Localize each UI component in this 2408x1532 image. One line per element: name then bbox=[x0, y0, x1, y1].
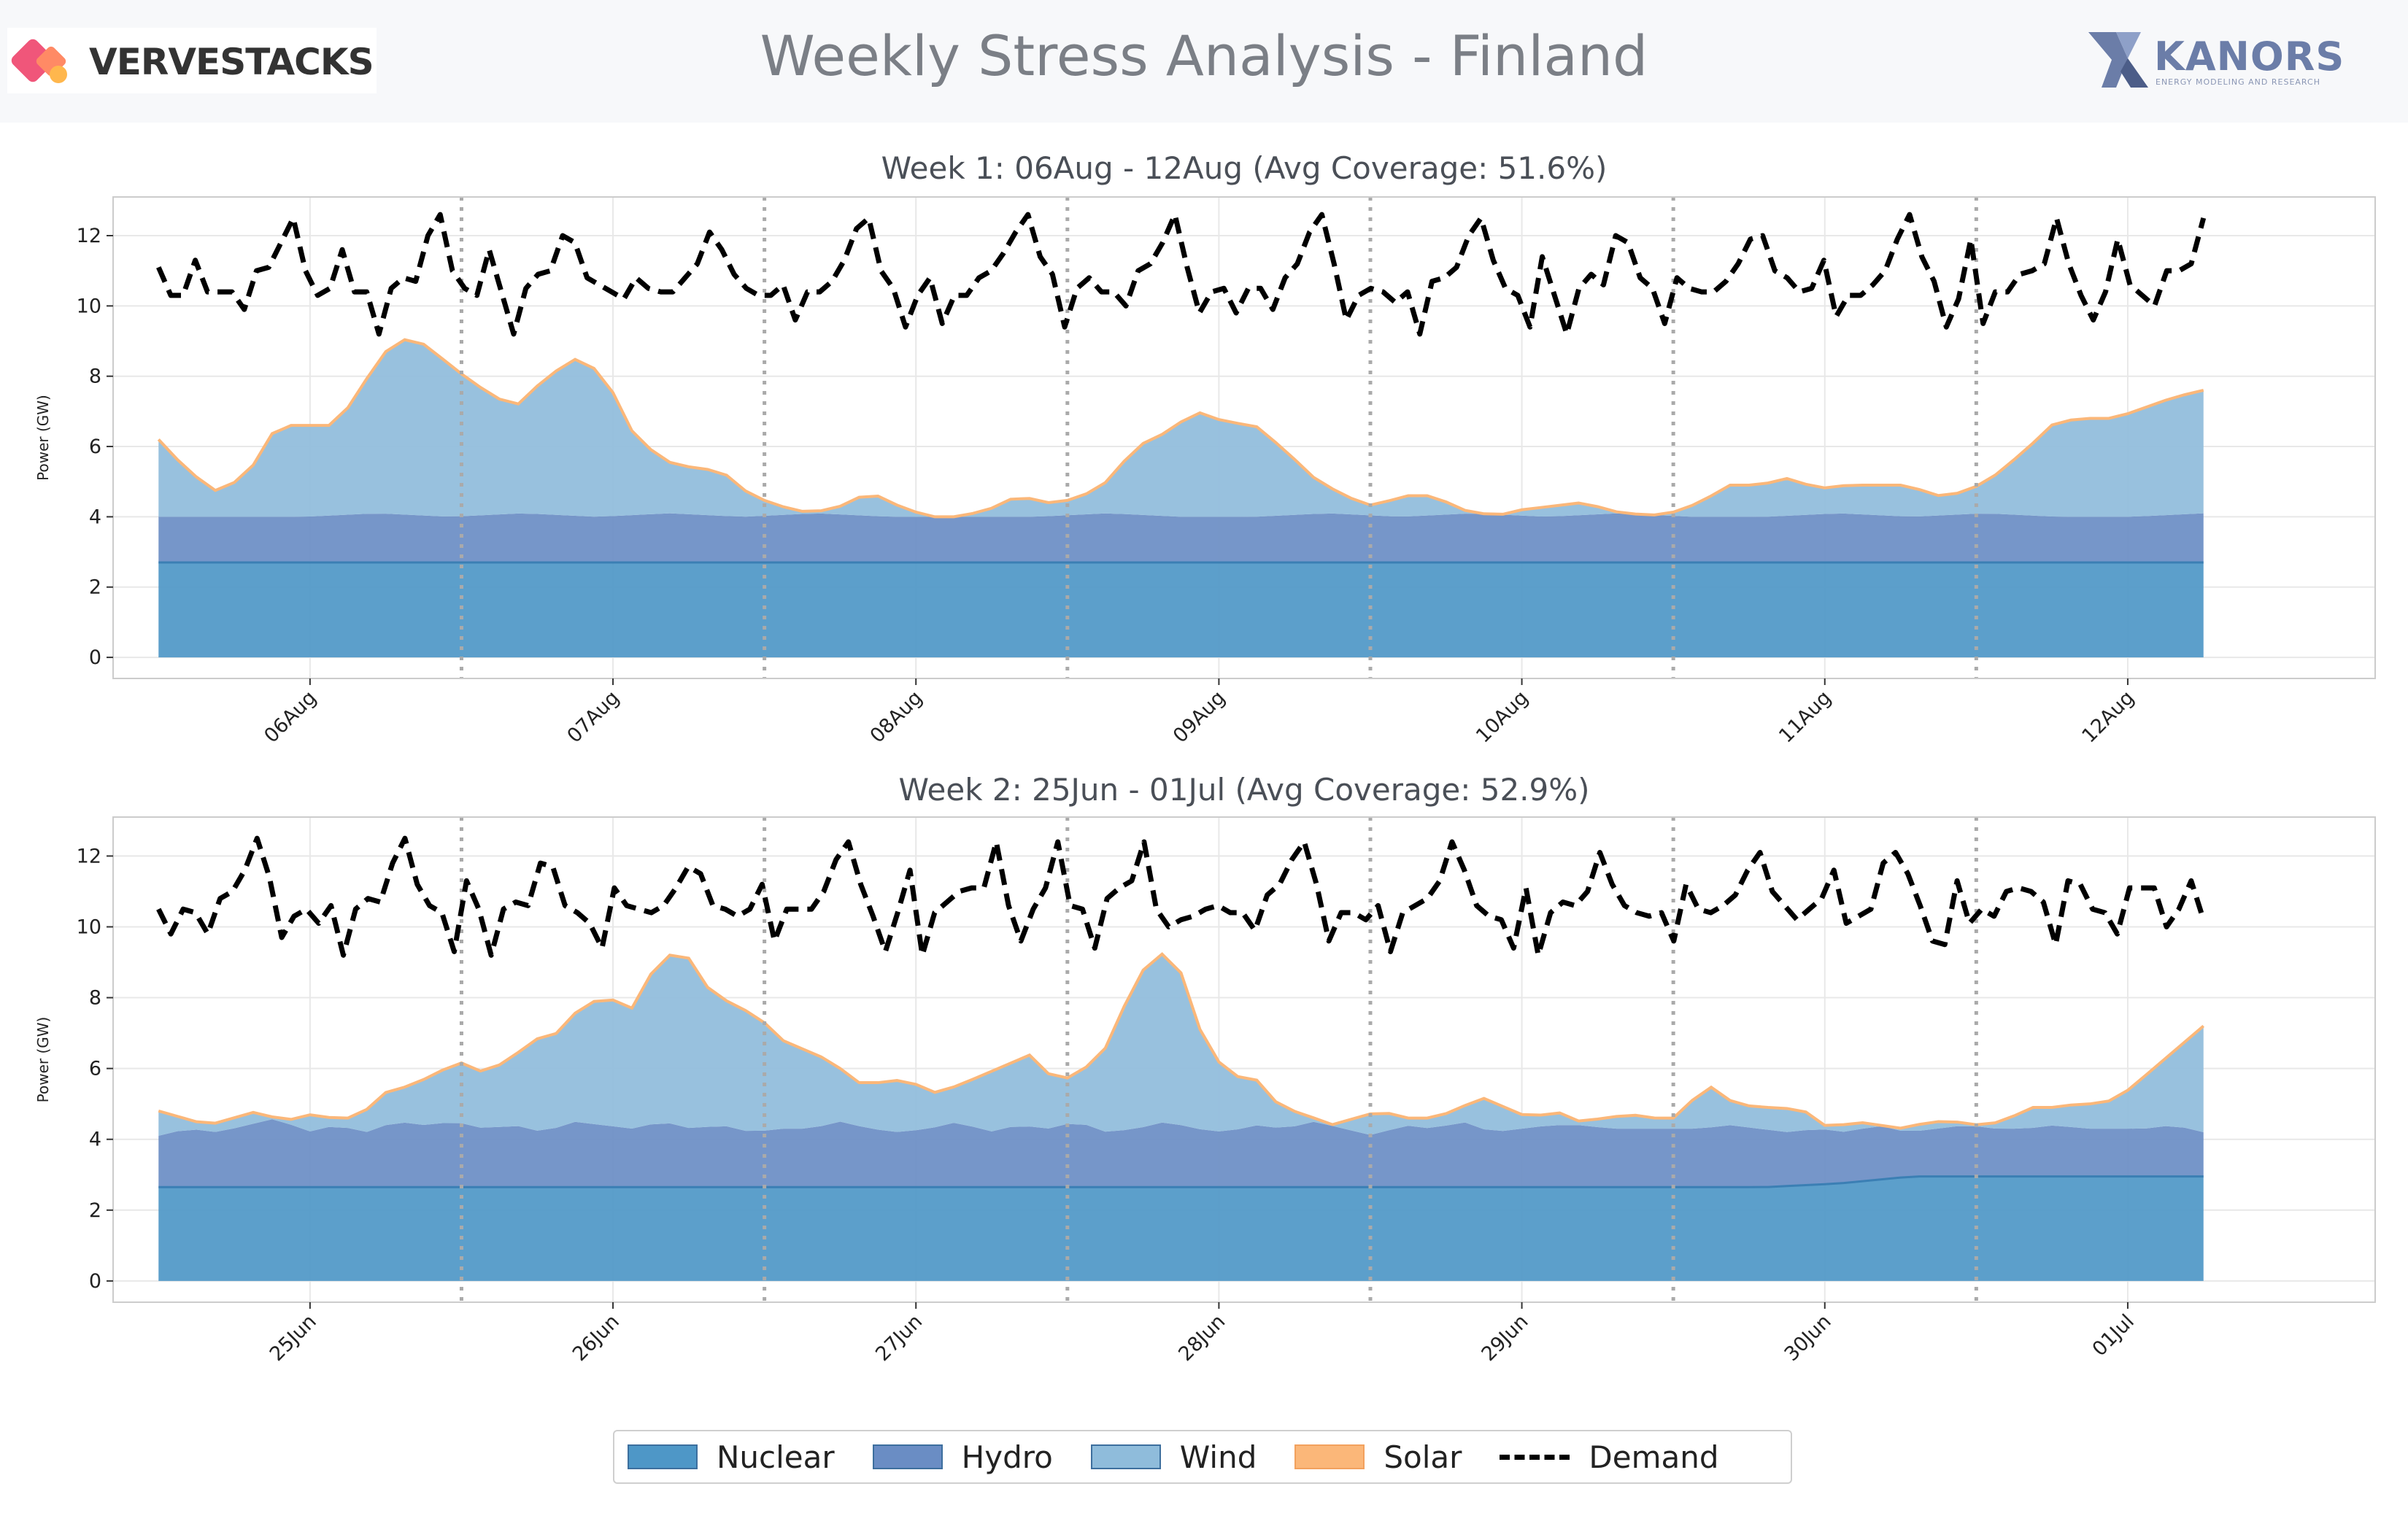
legend-swatch-hydro bbox=[872, 1444, 943, 1469]
vervestacks-logo: VERVESTACKS bbox=[7, 28, 377, 93]
y-tick-label: 2 bbox=[89, 1199, 101, 1222]
hydro-area bbox=[158, 1119, 2204, 1188]
solar-edge bbox=[158, 952, 2205, 1130]
legend-swatch-nuclear bbox=[628, 1444, 698, 1469]
x-tick-label: 29Jun bbox=[1477, 1310, 1532, 1366]
nuclear-edge bbox=[158, 1175, 2204, 1188]
x-tick-label: 28Jun bbox=[1174, 1310, 1230, 1366]
vervestacks-logo-text: VERVESTACKS bbox=[89, 41, 374, 83]
hydro-area bbox=[158, 513, 2204, 563]
page-title: Weekly Stress Analysis - Finland bbox=[760, 23, 1648, 88]
kanors-logo-text: KANORS bbox=[2154, 34, 2345, 80]
y-tick-label: 0 bbox=[89, 646, 101, 669]
legend-item-nuclear: Nuclear bbox=[628, 1439, 835, 1475]
y-tick-label: 6 bbox=[89, 1058, 101, 1080]
y-tick-label: 8 bbox=[89, 987, 101, 1010]
x-tick-label: 27Jun bbox=[871, 1310, 927, 1366]
plot-frame bbox=[112, 196, 2376, 679]
legend-swatch-demand bbox=[1500, 1454, 1570, 1460]
y-tick-label: 12 bbox=[77, 845, 101, 867]
solar-edge bbox=[157, 338, 2204, 519]
y-tick-label: 2 bbox=[89, 576, 101, 599]
legend-item-wind: Wind bbox=[1090, 1439, 1257, 1475]
x-tick-label: 10Aug bbox=[1472, 686, 1532, 747]
legend: Nuclear Hydro Wind Solar Demand bbox=[613, 1430, 1792, 1484]
x-tick-label: 11Aug bbox=[1775, 686, 1835, 747]
demand-line bbox=[156, 212, 2207, 337]
y-tick-label: 4 bbox=[89, 506, 101, 528]
y-tick-label: 6 bbox=[89, 436, 101, 458]
legend-label-solar: Solar bbox=[1384, 1439, 1462, 1475]
week-2-chart: Week 2: 25Jun - 01Jul (Avg Coverage: 52.… bbox=[34, 772, 2376, 1366]
wind-area bbox=[158, 953, 2204, 1136]
kanors-logo: KANORS ENERGY MODELING AND RESEARCH bbox=[2087, 29, 2350, 95]
demand-line bbox=[156, 835, 2207, 958]
chart-title: Week 2: 25Jun - 01Jul (Avg Coverage: 52.… bbox=[898, 772, 1589, 808]
legend-item-hydro: Hydro bbox=[872, 1439, 1053, 1475]
kanors-logo-icon bbox=[2088, 32, 2148, 88]
y-axis-label: Power (GW) bbox=[34, 395, 52, 481]
legend-item-demand: Demand bbox=[1500, 1439, 1719, 1475]
wind-area bbox=[158, 339, 2204, 517]
y-tick-label: 10 bbox=[77, 295, 101, 317]
week-1-chart: Week 1: 06Aug - 12Aug (Avg Coverage: 51.… bbox=[34, 150, 2376, 748]
legend-swatch-wind bbox=[1090, 1444, 1161, 1469]
x-tick-label: 26Jun bbox=[568, 1310, 624, 1366]
y-tick-label: 4 bbox=[89, 1129, 101, 1151]
x-tick-label: 01Jul bbox=[2088, 1310, 2139, 1361]
x-tick-label: 08Aug bbox=[866, 686, 927, 747]
kanors-logo-subtitle: ENERGY MODELING AND RESEARCH bbox=[2156, 77, 2320, 87]
legend-label-demand: Demand bbox=[1589, 1439, 1719, 1475]
y-tick-label: 0 bbox=[89, 1270, 101, 1293]
nuclear-area bbox=[158, 562, 2204, 658]
x-tick-label: 07Aug bbox=[563, 686, 624, 747]
y-tick-label: 10 bbox=[77, 916, 101, 938]
y-axis-label: Power (GW) bbox=[34, 1017, 52, 1103]
x-tick-label: 30Jun bbox=[1780, 1310, 1836, 1366]
plot-frame bbox=[112, 816, 2376, 1303]
x-tick-label: 12Aug bbox=[2077, 686, 2138, 747]
legend-label-nuclear: Nuclear bbox=[717, 1439, 835, 1475]
x-tick-label: 09Aug bbox=[1169, 686, 1230, 747]
y-tick-label: 8 bbox=[89, 365, 101, 388]
header-bar: VERVESTACKS Weekly Stress Analysis - Fin… bbox=[0, 0, 2408, 123]
vervestacks-logo-icon bbox=[11, 39, 67, 83]
legend-swatch-solar bbox=[1294, 1444, 1365, 1469]
y-tick-label: 12 bbox=[77, 225, 101, 247]
x-tick-label: 06Aug bbox=[260, 686, 320, 747]
legend-label-hydro: Hydro bbox=[961, 1439, 1053, 1475]
nuclear-area bbox=[158, 1176, 2204, 1281]
x-tick-label: 25Jun bbox=[266, 1310, 321, 1366]
chart-title: Week 1: 06Aug - 12Aug (Avg Coverage: 51.… bbox=[881, 150, 1608, 186]
legend-label-wind: Wind bbox=[1179, 1439, 1257, 1475]
legend-item-solar: Solar bbox=[1294, 1439, 1462, 1475]
